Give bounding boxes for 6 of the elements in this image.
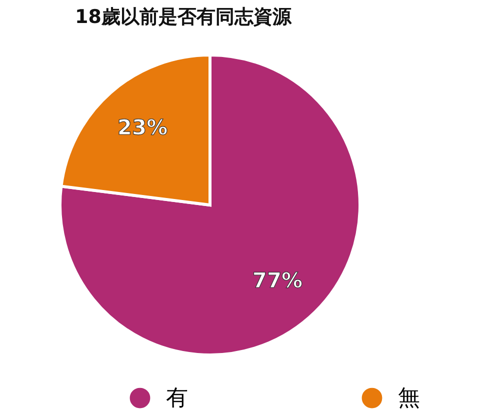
chart-title: 18歲以前是否有同志資源 — [75, 6, 292, 28]
legend-label: 有 — [166, 386, 188, 412]
pie-slice — [58, 54, 362, 356]
legend-label: 無 — [398, 386, 420, 412]
data-label: 23% — [117, 115, 168, 140]
data-label: 77% — [252, 268, 303, 293]
